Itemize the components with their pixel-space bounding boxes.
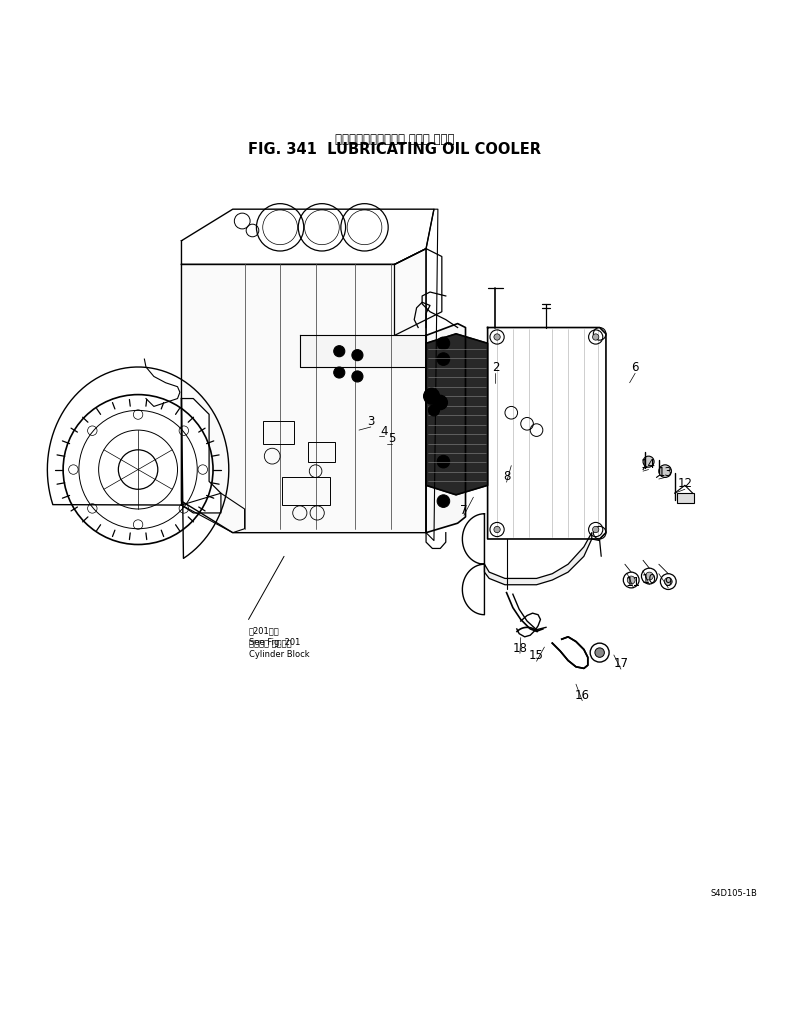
Bar xyxy=(677,494,694,503)
Polygon shape xyxy=(300,336,426,368)
Text: 11: 11 xyxy=(626,576,641,589)
Polygon shape xyxy=(181,250,426,533)
Text: 7: 7 xyxy=(460,503,468,516)
Polygon shape xyxy=(181,210,434,265)
Circle shape xyxy=(437,495,450,507)
Circle shape xyxy=(659,466,671,478)
Circle shape xyxy=(428,406,439,417)
Text: 12: 12 xyxy=(677,477,693,490)
Text: 4: 4 xyxy=(380,424,388,437)
Circle shape xyxy=(627,577,635,584)
Circle shape xyxy=(334,368,345,379)
Circle shape xyxy=(437,354,450,366)
Circle shape xyxy=(593,527,599,533)
Text: 図201参照
See Fig. 201: 図201参照 See Fig. 201 xyxy=(249,626,300,646)
Text: 16: 16 xyxy=(574,688,590,701)
Bar xyxy=(308,442,335,463)
Polygon shape xyxy=(181,399,221,514)
Text: 8: 8 xyxy=(503,470,510,483)
Polygon shape xyxy=(462,515,484,615)
Text: 13: 13 xyxy=(658,465,672,478)
Text: 6: 6 xyxy=(631,361,639,374)
Bar xyxy=(282,478,330,505)
Text: FIG. 341  LUBRICATING OIL COOLER: FIG. 341 LUBRICATING OIL COOLER xyxy=(248,143,541,157)
Circle shape xyxy=(645,573,653,581)
Text: ルーブリケーティング オイル クーラ: ルーブリケーティング オイル クーラ xyxy=(335,132,454,146)
Text: 18: 18 xyxy=(513,641,527,654)
Circle shape xyxy=(595,648,604,657)
Circle shape xyxy=(437,337,450,351)
Text: 10: 10 xyxy=(642,573,656,585)
Circle shape xyxy=(494,334,500,340)
Polygon shape xyxy=(484,533,592,585)
Circle shape xyxy=(643,457,654,468)
Circle shape xyxy=(664,578,672,586)
Polygon shape xyxy=(488,328,606,539)
Text: 2: 2 xyxy=(492,361,499,374)
Circle shape xyxy=(437,455,450,469)
Circle shape xyxy=(352,351,363,362)
Text: S4D105-1B: S4D105-1B xyxy=(711,889,757,898)
Text: 15: 15 xyxy=(529,649,544,661)
Circle shape xyxy=(494,527,500,533)
Polygon shape xyxy=(426,324,466,533)
Circle shape xyxy=(424,389,439,405)
Text: シリンダ ブロック
Cylinder Block: シリンダ ブロック Cylinder Block xyxy=(249,639,309,659)
Text: 9: 9 xyxy=(664,576,672,589)
Circle shape xyxy=(334,346,345,358)
Text: 5: 5 xyxy=(388,432,396,445)
Circle shape xyxy=(593,334,599,340)
Bar xyxy=(263,421,294,445)
Text: 17: 17 xyxy=(613,656,629,669)
Polygon shape xyxy=(426,334,488,495)
Circle shape xyxy=(433,396,447,411)
Text: 14: 14 xyxy=(641,458,656,471)
Circle shape xyxy=(352,372,363,382)
Text: 3: 3 xyxy=(367,415,375,428)
Polygon shape xyxy=(552,637,588,668)
